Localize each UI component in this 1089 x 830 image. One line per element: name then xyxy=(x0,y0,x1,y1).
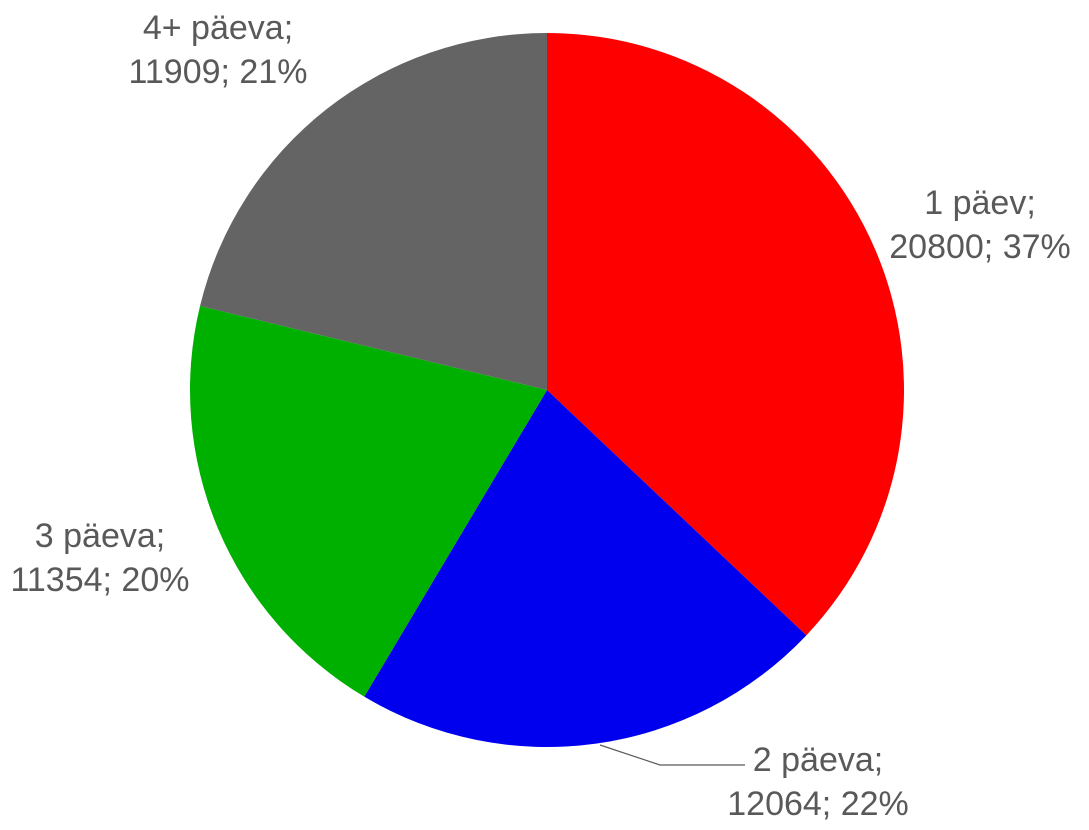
data-label: 12064; 22% xyxy=(727,785,909,823)
data-label: 11354; 20% xyxy=(11,561,190,599)
data-label: 1 päev; xyxy=(924,184,1036,222)
pie-slice xyxy=(189,305,547,697)
data-label: 4+ päeva; xyxy=(143,9,293,47)
data-label: 11909; 21% xyxy=(129,53,308,91)
data-label: 2 päeva; xyxy=(753,741,883,779)
data-label: 20800; 37% xyxy=(889,228,1071,266)
data-label: 3 päeva; xyxy=(35,517,165,555)
pie-slice xyxy=(364,390,807,747)
pie-slice xyxy=(200,33,547,390)
leader-line xyxy=(599,744,745,766)
pie-slice xyxy=(547,33,905,636)
